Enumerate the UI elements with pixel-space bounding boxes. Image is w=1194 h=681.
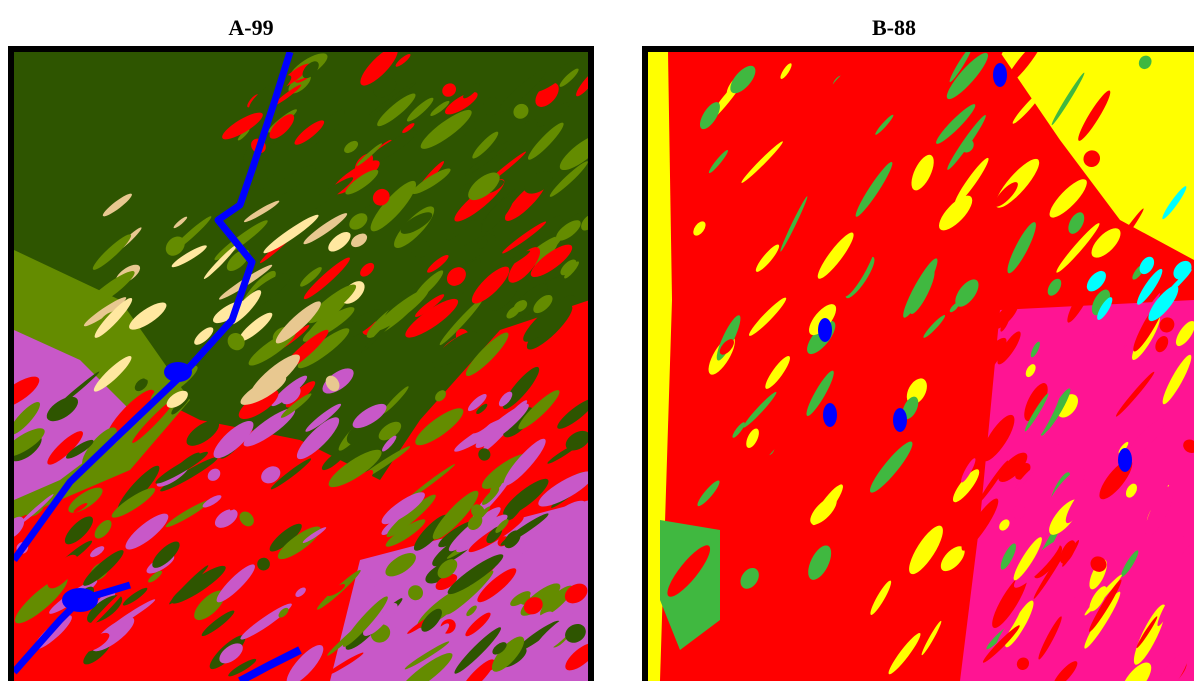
page: {"panels": [{"title": "A-99"}, {"title":…: [0, 0, 1194, 681]
land-patch: [993, 63, 1007, 87]
land-patch: [164, 362, 192, 382]
land-patch: [818, 318, 832, 342]
land-patch: [893, 408, 907, 432]
land-cover-map: [0, 42, 608, 681]
panel-title: B-88: [872, 15, 916, 40]
land-patch: [62, 588, 98, 612]
land-patch: [823, 403, 837, 427]
land-cover-map: [648, 36, 1194, 681]
map-figure: A-99 B-88: [0, 0, 1194, 681]
land-patch: [1118, 448, 1132, 472]
panel-title: A-99: [228, 15, 273, 40]
